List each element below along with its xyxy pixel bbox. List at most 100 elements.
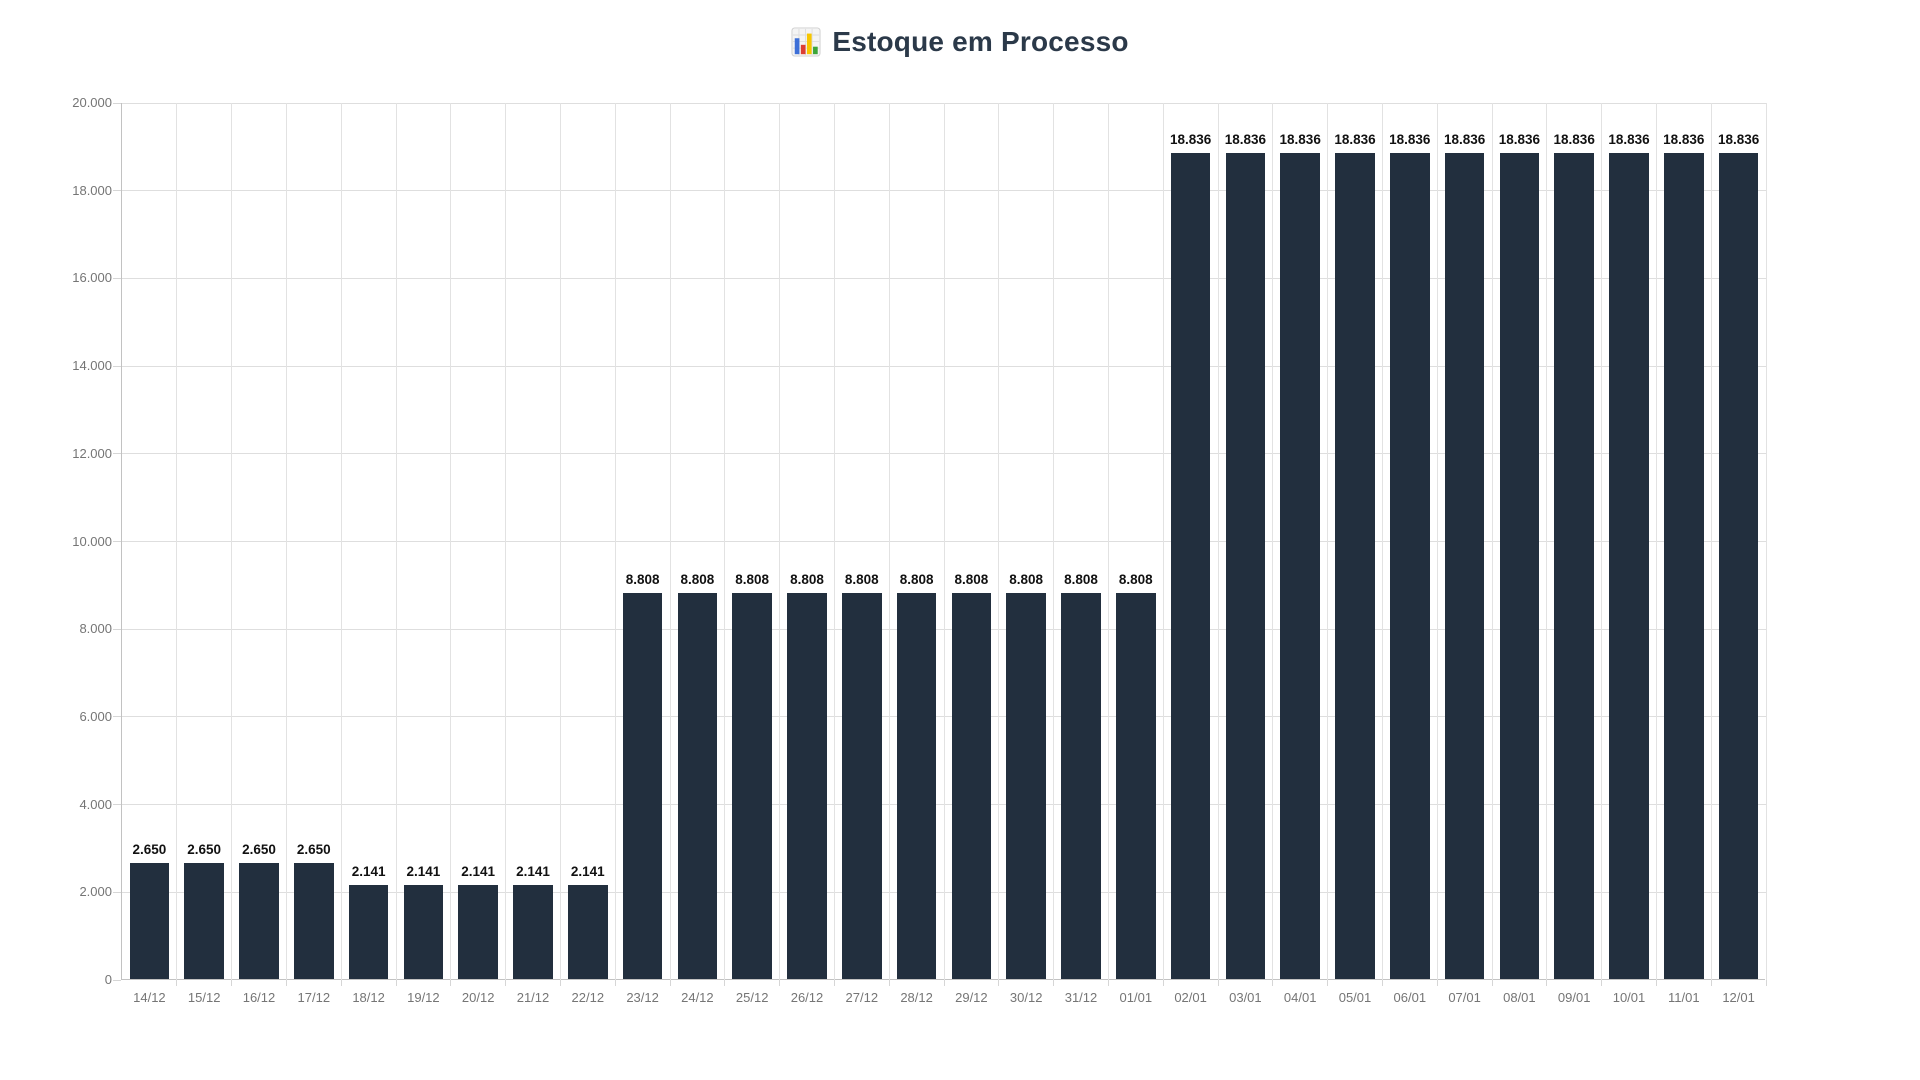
bar[interactable] bbox=[1444, 153, 1485, 979]
bar[interactable] bbox=[1335, 153, 1375, 979]
gridline-vertical bbox=[559, 103, 561, 980]
bar[interactable] bbox=[458, 885, 498, 979]
bar[interactable] bbox=[1390, 153, 1430, 979]
y-axis-tick-label: 0 bbox=[104, 972, 112, 987]
x-axis-tick bbox=[1053, 980, 1055, 986]
bar[interactable] bbox=[1609, 153, 1649, 979]
x-axis-tick-label: 17/12 bbox=[297, 990, 331, 1005]
bar-value-label: 18.836 bbox=[1663, 132, 1705, 148]
bar-value-label: 18.836 bbox=[1224, 132, 1267, 148]
x-axis-tick-label: 28/12 bbox=[900, 990, 933, 1005]
x-axis-tick-label: 31/12 bbox=[1064, 990, 1098, 1005]
bar[interactable] bbox=[842, 592, 882, 979]
bar-value-label: 2.141 bbox=[570, 864, 605, 880]
x-axis-tick-label: 18/12 bbox=[352, 990, 385, 1005]
bar[interactable] bbox=[732, 592, 772, 979]
bar[interactable] bbox=[348, 885, 389, 979]
y-axis-tick bbox=[113, 102, 121, 104]
bar[interactable] bbox=[1061, 592, 1101, 979]
x-axis-tick bbox=[1162, 980, 1164, 986]
x-axis-tick bbox=[1272, 980, 1274, 986]
bar[interactable] bbox=[184, 862, 224, 979]
gridline-vertical bbox=[1546, 103, 1548, 980]
bar-value-label: 2.650 bbox=[296, 841, 331, 857]
x-axis-tick bbox=[1491, 980, 1493, 986]
bar[interactable] bbox=[1664, 153, 1704, 979]
gridline-vertical bbox=[1272, 103, 1274, 980]
x-axis-tick bbox=[724, 980, 726, 986]
gridline-vertical bbox=[669, 103, 671, 980]
bar-value-label: 8.808 bbox=[899, 571, 934, 587]
x-axis-tick-label: 08/01 bbox=[1503, 990, 1536, 1005]
gridline-vertical bbox=[1655, 103, 1657, 980]
x-axis-tick bbox=[614, 980, 616, 986]
x-axis-tick-label: 04/01 bbox=[1283, 990, 1317, 1005]
x-axis-tick-label: 19/12 bbox=[407, 990, 440, 1005]
gridline-vertical bbox=[1381, 103, 1383, 980]
gridline-vertical bbox=[888, 103, 890, 980]
bar[interactable] bbox=[513, 885, 553, 979]
x-axis-tick bbox=[505, 980, 507, 986]
bar[interactable] bbox=[787, 592, 827, 979]
bar[interactable] bbox=[239, 862, 279, 979]
x-axis-tick-label: 03/01 bbox=[1229, 990, 1262, 1005]
bar-value-label: 18.836 bbox=[1553, 132, 1595, 148]
gridline-vertical bbox=[285, 103, 287, 980]
y-axis-tick bbox=[113, 716, 121, 718]
gridline-vertical bbox=[1436, 103, 1438, 980]
bar[interactable] bbox=[1170, 153, 1211, 979]
x-axis-tick-label: 12/01 bbox=[1722, 990, 1755, 1005]
bar[interactable] bbox=[896, 592, 937, 979]
x-axis-tick bbox=[231, 980, 233, 986]
x-axis-tick bbox=[1601, 980, 1603, 986]
bar[interactable] bbox=[1280, 153, 1320, 979]
y-axis-tick-label: 14.000 bbox=[72, 358, 112, 374]
bar[interactable] bbox=[1116, 592, 1156, 979]
y-axis-tick-label: 6.000 bbox=[79, 708, 112, 724]
x-axis-tick bbox=[1381, 980, 1383, 986]
bar-value-label: 18.836 bbox=[1608, 132, 1650, 148]
bar[interactable] bbox=[1499, 153, 1540, 979]
y-axis-tick bbox=[113, 365, 121, 367]
bar-value-label: 8.808 bbox=[735, 571, 770, 587]
bar-value-label: 2.141 bbox=[406, 864, 441, 880]
y-axis-tick-label: 8.000 bbox=[79, 621, 112, 637]
x-axis-tick-label: 15/12 bbox=[187, 990, 221, 1005]
chart-title: Estoque em Processo bbox=[0, 26, 1920, 58]
bar[interactable] bbox=[1225, 153, 1266, 979]
x-axis-tick bbox=[943, 980, 945, 986]
bar-chart-icon bbox=[791, 27, 821, 57]
bar[interactable] bbox=[294, 862, 334, 979]
bar[interactable] bbox=[1554, 153, 1594, 979]
gridline-vertical bbox=[1601, 103, 1603, 980]
x-axis-tick-label: 05/01 bbox=[1338, 990, 1372, 1005]
x-axis-tick bbox=[395, 980, 397, 986]
bar[interactable] bbox=[1718, 153, 1759, 979]
x-axis-tick-label: 07/01 bbox=[1448, 990, 1481, 1005]
y-axis-tick-label: 4.000 bbox=[79, 796, 112, 812]
x-axis-tick bbox=[176, 980, 178, 986]
x-axis-tick-label: 20/12 bbox=[461, 990, 495, 1005]
gridline-vertical bbox=[1053, 103, 1055, 980]
gridline-vertical bbox=[1327, 103, 1329, 980]
bar[interactable] bbox=[1006, 592, 1046, 979]
bar-value-label: 8.808 bbox=[1009, 571, 1044, 587]
gridline-vertical bbox=[1217, 103, 1219, 980]
y-axis-tick bbox=[113, 277, 121, 279]
bar[interactable] bbox=[622, 592, 663, 979]
x-axis-tick bbox=[669, 980, 671, 986]
bar-value-label: 8.808 bbox=[625, 571, 660, 587]
gridline-vertical bbox=[1162, 103, 1164, 980]
bar[interactable] bbox=[568, 885, 608, 979]
x-axis-tick bbox=[1436, 980, 1438, 986]
bar[interactable] bbox=[129, 862, 170, 979]
bar[interactable] bbox=[951, 592, 992, 979]
plot-area: 2.650 14/12 2.650 15/12 2.650 16/12 2.650 17/12… bbox=[113, 102, 1767, 1005]
gridline-vertical bbox=[231, 103, 233, 980]
y-axis-tick-label: 18.000 bbox=[72, 182, 112, 198]
gridline-vertical bbox=[340, 103, 342, 980]
bar[interactable] bbox=[677, 592, 718, 979]
gridline-vertical bbox=[998, 103, 1000, 980]
bar-value-label: 8.808 bbox=[1064, 571, 1098, 587]
bar[interactable] bbox=[403, 885, 444, 979]
